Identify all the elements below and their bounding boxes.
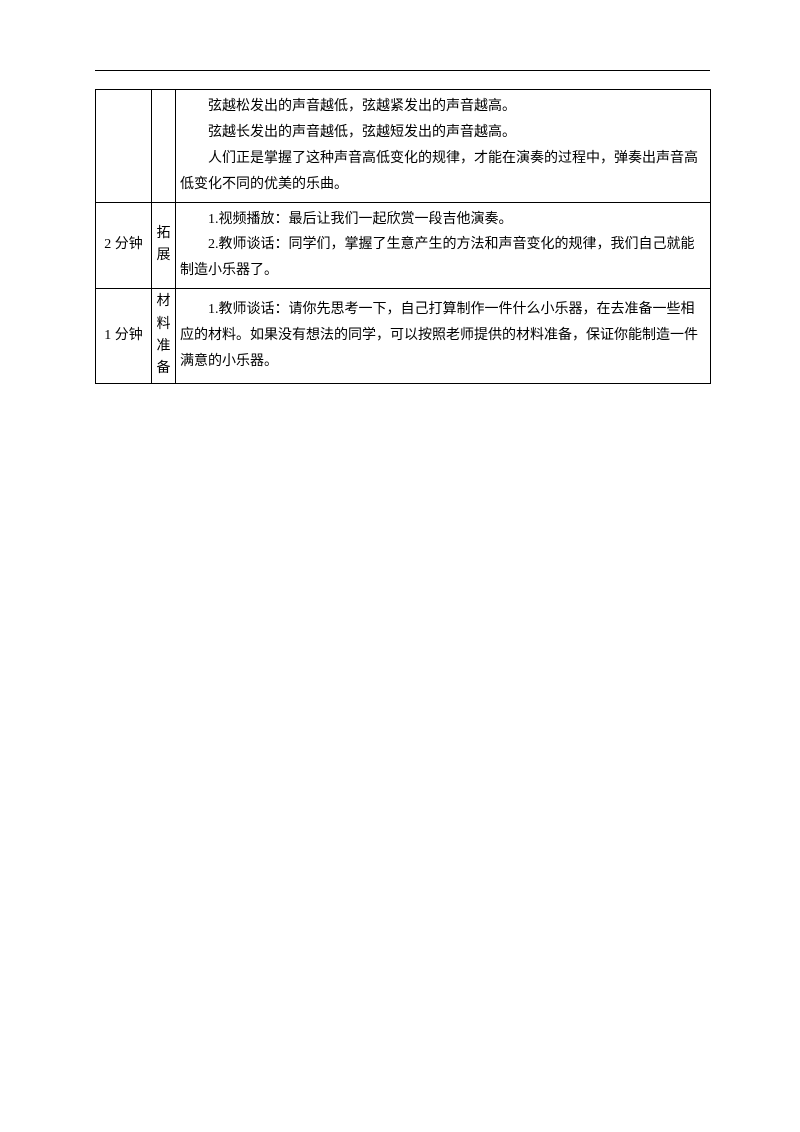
row2-content-cell: 1.视频播放：最后让我们一起欣赏一段吉他演奏。 2.教师谈话：同学们，掌握了生意… xyxy=(176,202,711,289)
row2-time-cell: 2 分钟 xyxy=(96,202,152,289)
table-row: 1 分钟 材料准备 1.教师谈话：请你先思考一下，自己打算制作一件什么小乐器，在… xyxy=(96,289,711,384)
row1-content-cell: 弦越松发出的声音越低，弦越紧发出的声音越高。 弦越长发出的声音越低，弦越短发出的… xyxy=(176,90,711,203)
row2-label-cell: 拓展 xyxy=(152,202,176,289)
table-row: 弦越松发出的声音越低，弦越紧发出的声音越高。 弦越长发出的声音越低，弦越短发出的… xyxy=(96,90,711,203)
row1-content-line-1: 弦越长发出的声音越低，弦越短发出的声音越高。 xyxy=(180,120,706,146)
row2-content-line-1: 2.教师谈话：同学们，掌握了生意产生的方法和声音变化的规律，我们自己就能制造小乐… xyxy=(180,232,706,284)
row3-content-cell: 1.教师谈话：请你先思考一下，自己打算制作一件什么小乐器，在去准备一些相应的材料… xyxy=(176,289,711,384)
row3-content-line-0: 1.教师谈话：请你先思考一下，自己打算制作一件什么小乐器，在去准备一些相应的材料… xyxy=(180,297,706,375)
row3-time-cell: 1 分钟 xyxy=(96,289,152,384)
row3-label-cell: 材料准备 xyxy=(152,289,176,384)
row1-content-line-2: 人们正是掌握了这种声音高低变化的规律，才能在演奏的过程中，弹奏出声音高低变化不同… xyxy=(180,146,706,198)
lesson-table: 弦越松发出的声音越低，弦越紧发出的声音越高。 弦越长发出的声音越低，弦越短发出的… xyxy=(95,89,711,384)
row1-content-line-0: 弦越松发出的声音越低，弦越紧发出的声音越高。 xyxy=(180,94,706,120)
row1-label-cell xyxy=(152,90,176,203)
table-row: 2 分钟 拓展 1.视频播放：最后让我们一起欣赏一段吉他演奏。 2.教师谈话：同… xyxy=(96,202,711,289)
row1-time-cell xyxy=(96,90,152,203)
top-rule xyxy=(95,70,710,71)
row2-content-line-0: 1.视频播放：最后让我们一起欣赏一段吉他演奏。 xyxy=(180,207,706,233)
